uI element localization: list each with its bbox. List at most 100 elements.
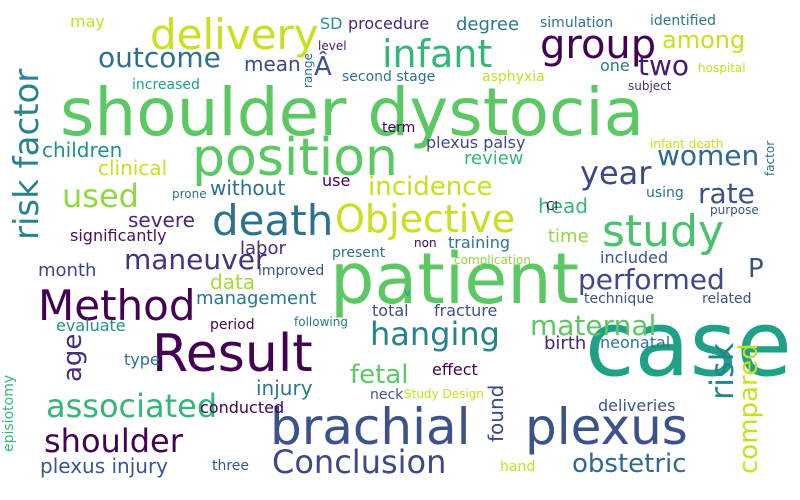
word-without: without: [210, 176, 286, 200]
word-among: among: [662, 26, 746, 54]
word-result: Result: [152, 324, 313, 384]
word-increased: increased: [132, 77, 200, 93]
word-women: women: [657, 139, 760, 172]
word-sd: SD: [320, 14, 343, 33]
word-patient: patient: [330, 238, 580, 320]
word-maternal: maternal: [530, 309, 657, 342]
word-plexus-palsy: plexus palsy: [426, 133, 526, 152]
word-severe: severe: [128, 208, 195, 232]
word-position: position: [192, 128, 398, 188]
word-following: following: [294, 315, 348, 329]
word-second-stage: second stage: [342, 69, 436, 85]
word-labor: labor: [240, 238, 286, 259]
word-technique: technique: [584, 291, 654, 307]
word-infant: infant: [382, 32, 493, 76]
word-training: training: [448, 233, 510, 252]
word-management: management: [196, 288, 317, 309]
word-use: use: [322, 171, 351, 190]
word-episiotomy: episiotomy: [1, 374, 17, 452]
word-risk-factor: risk factor: [7, 68, 47, 240]
word-mean: mean: [244, 52, 301, 76]
word-method: Method: [38, 281, 196, 330]
word-fetal: fetal: [350, 360, 409, 390]
word-conducted: conducted: [200, 398, 285, 417]
word-compared: compared: [734, 343, 764, 474]
word-evaluate: evaluate: [56, 316, 126, 335]
word-deliveries: deliveries: [598, 396, 676, 415]
word-subject: subject: [628, 79, 672, 93]
word-group: group: [540, 22, 657, 68]
word-degree: degree: [456, 14, 520, 35]
word-ci: CI: [546, 199, 558, 213]
word-time: time: [548, 226, 589, 247]
word-one: one: [600, 56, 630, 75]
word-total: total: [372, 301, 409, 320]
word-found: found: [484, 384, 508, 442]
word-effect: effect: [432, 360, 478, 379]
word-neonatal: neonatal: [600, 333, 671, 352]
word-neck: neck: [370, 387, 404, 403]
word-included: included: [600, 248, 669, 267]
word-using: using: [646, 185, 684, 201]
word-year: year: [580, 154, 652, 192]
word-used: used: [62, 177, 139, 215]
word-maneuver: maneuver: [124, 243, 267, 276]
word-case: case: [585, 292, 792, 397]
word-plexus-injury: plexus injury: [40, 454, 169, 478]
word-fracture: fracture: [434, 301, 498, 320]
word-birth: birth: [544, 333, 587, 354]
word-term: term: [382, 120, 416, 136]
word-non: non: [414, 236, 437, 250]
word-head: head: [538, 194, 588, 218]
word-data: data: [210, 270, 256, 294]
word-hanging: hanging: [370, 315, 500, 353]
word-infant-death: infant death: [650, 137, 724, 151]
word-delivery: delivery: [150, 10, 319, 59]
word-complication: complication: [454, 253, 531, 267]
word-three: three: [212, 458, 250, 474]
word-a-circumflex: Â: [314, 52, 332, 82]
word-purpose: purpose: [710, 203, 759, 217]
word-simulation: simulation: [540, 15, 613, 31]
word-objective: Objective: [335, 197, 516, 241]
word-performed: performed: [578, 263, 725, 296]
word-improved: improved: [258, 263, 325, 279]
word-range: range: [301, 53, 315, 88]
word-outcome: outcome: [98, 41, 221, 74]
word-asphyxia: asphyxia: [482, 69, 545, 85]
word-study: study: [602, 206, 725, 257]
word-associated: associated: [46, 387, 218, 425]
word-plexus: plexus: [525, 398, 688, 456]
word-month: month: [38, 260, 97, 281]
word-obstetric: obstetric: [572, 449, 687, 479]
word-children: children: [42, 138, 123, 162]
word-level: level: [318, 39, 347, 53]
word-brachial: brachial: [270, 398, 471, 456]
word-incidence: incidence: [368, 172, 493, 202]
word-two: two: [638, 49, 690, 82]
word-clinical: clinical: [98, 156, 168, 180]
word-hand: hand: [500, 459, 536, 475]
word-hospital: hospital: [698, 61, 746, 75]
word-factor: factor: [763, 140, 777, 176]
word-death: death: [212, 196, 334, 245]
word-p: P: [748, 254, 764, 284]
word-procedure: procedure: [348, 14, 430, 33]
word-type: type: [124, 350, 160, 369]
word-shoulder: shoulder: [44, 422, 183, 460]
word-shoulder-dystocia: shoulder dystocia: [60, 74, 645, 151]
word-conclusion: Conclusion: [272, 443, 447, 481]
word-significantly: significantly: [70, 226, 167, 245]
word-present: present: [332, 245, 386, 261]
word-identified: identified: [650, 13, 716, 29]
word-period: period: [210, 317, 255, 333]
word-review: review: [464, 148, 524, 169]
word-v: v: [404, 285, 412, 299]
word-prone: prone: [172, 187, 207, 201]
word-rate: rate: [698, 177, 755, 210]
word-study-design: Study Design: [404, 387, 484, 401]
word-injury: injury: [256, 376, 313, 400]
word-may: may: [70, 12, 105, 31]
word-age: age: [58, 333, 88, 382]
